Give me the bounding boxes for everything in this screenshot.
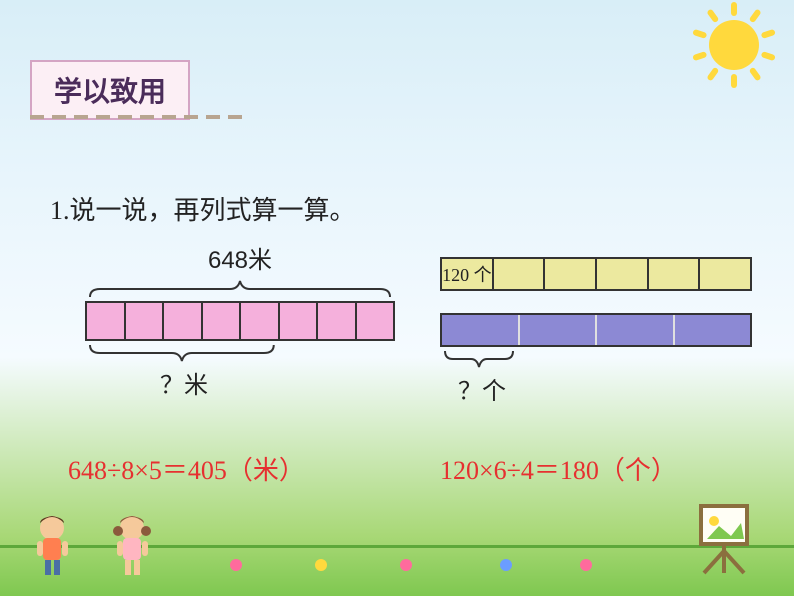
left-top-brace bbox=[85, 279, 395, 299]
right-bottom-label: ？个 bbox=[458, 371, 752, 406]
flower-decoration bbox=[580, 559, 592, 571]
easel-decoration bbox=[689, 501, 759, 581]
left-bottom-label: ？米 bbox=[160, 365, 395, 400]
child-left-decoration bbox=[25, 513, 80, 578]
right-yellow-bar: 120 个 bbox=[440, 257, 752, 291]
title-underline bbox=[30, 115, 242, 119]
problem-text: 1.说一说，再列式算一算。 bbox=[50, 190, 356, 227]
flower-decoration bbox=[400, 559, 412, 571]
sun-decoration bbox=[709, 20, 759, 70]
left-top-label: 648米 bbox=[85, 240, 395, 275]
left-bar bbox=[85, 301, 395, 341]
right-purple-bar bbox=[440, 313, 752, 347]
flower-decoration bbox=[315, 559, 327, 571]
right-diagram: 120 个 ？个 bbox=[440, 257, 752, 406]
section-title: 学以致用 bbox=[30, 60, 190, 120]
sun-body bbox=[709, 20, 759, 70]
left-bottom-brace bbox=[85, 343, 279, 363]
right-answer: 120×6÷4＝180（个） bbox=[440, 450, 677, 487]
left-diagram: 648米 ？米 bbox=[85, 240, 395, 400]
left-answer: 648÷8×5＝405（米） bbox=[68, 450, 305, 487]
flower-decoration bbox=[230, 559, 242, 571]
child-right-decoration bbox=[105, 513, 160, 578]
flower-decoration bbox=[500, 559, 512, 571]
right-bottom-brace bbox=[440, 349, 518, 369]
yellow-cell-label: 120 个 bbox=[442, 259, 494, 289]
